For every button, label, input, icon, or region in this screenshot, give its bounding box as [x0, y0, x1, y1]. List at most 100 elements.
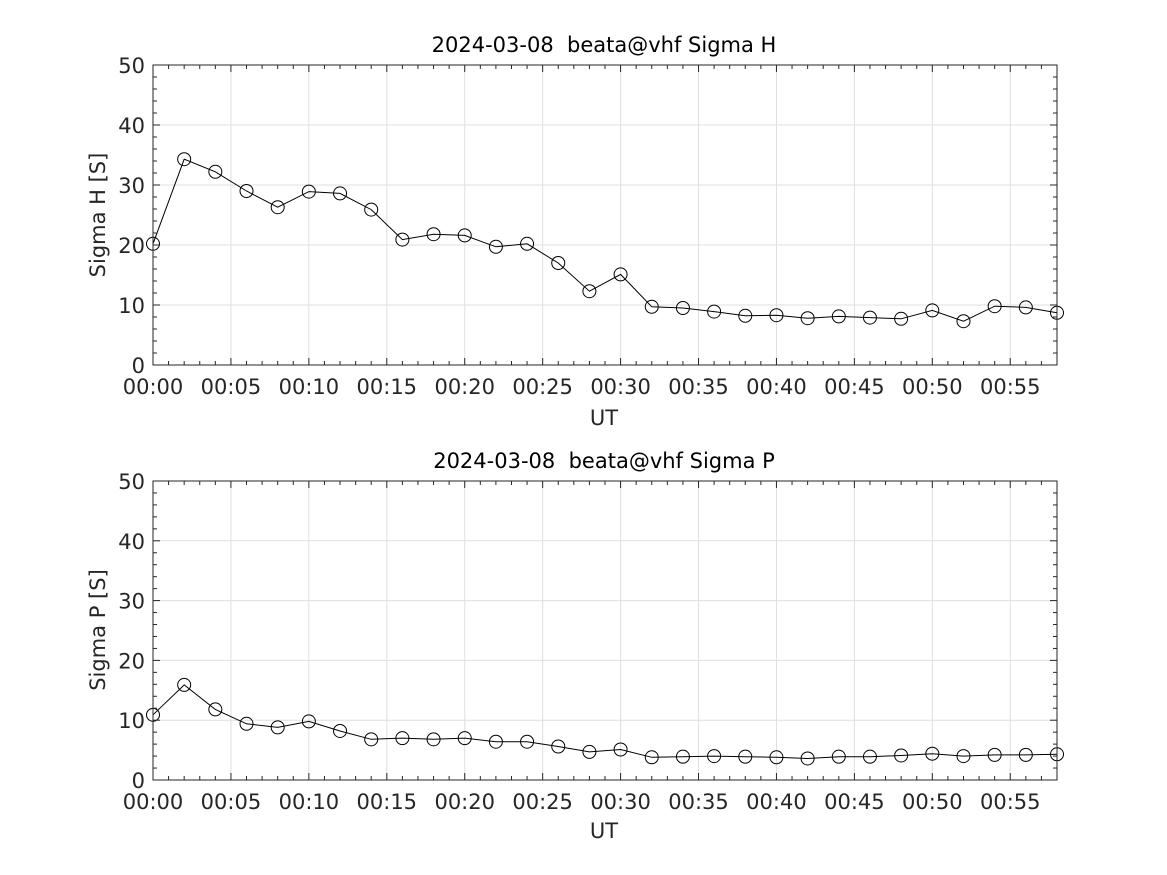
data-point [395, 731, 410, 746]
data-point [239, 716, 254, 731]
data-point [551, 256, 566, 270]
data-point [177, 152, 192, 167]
x-tick-label: 00:50 [902, 375, 963, 399]
data-point [426, 732, 441, 747]
data-point [925, 746, 940, 761]
data-point [395, 232, 410, 247]
y-tick-label: 30 [118, 590, 145, 614]
data-point [426, 227, 441, 242]
data-point [364, 732, 379, 747]
data-point [707, 749, 722, 764]
chart-title: 2024-03-08 beata@vhf Sigma P [433, 449, 775, 473]
tick-marks [152, 64, 1058, 366]
x-tick-label: 00:05 [201, 790, 262, 814]
x-tick-label: 00:10 [279, 790, 340, 814]
data-point [208, 164, 223, 179]
data-point [177, 677, 192, 692]
series [146, 152, 1064, 329]
x-tick-label: 00:20 [434, 790, 495, 814]
x-tick-label: 00:30 [590, 375, 651, 399]
x-tick-label: 00:15 [357, 375, 418, 399]
x-tick-label: 00:30 [590, 790, 651, 814]
data-point [644, 750, 659, 765]
y-axis-label: Sigma H [S] [86, 153, 110, 278]
data-point [301, 184, 316, 199]
x-tick-label: 00:50 [902, 790, 963, 814]
x-tick-labels: 00:00 00:05 00:10 00:15 00:20 00:25 00:30 00:35… [123, 375, 1041, 399]
x-tick-label: 00:15 [357, 790, 418, 814]
data-point [831, 309, 846, 324]
x-axis-label: UT [590, 406, 618, 430]
y-tick-labels: 0 10 20 30 40 50 [118, 470, 145, 793]
sigma-h-panel: 2024-03-08 beata@vhf Sigma H 0 10 20 30 40 50… [86, 33, 1064, 430]
x-tick-label: 00:35 [668, 375, 729, 399]
x-tick-label: 00:00 [123, 790, 184, 814]
grid [153, 65, 1057, 365]
sigma-p-panel: 2024-03-08 beata@vhf Sigma P 0 10 20 30 40 50… [86, 449, 1064, 843]
data-point [675, 749, 690, 764]
tick-marks [152, 480, 1058, 781]
x-tick-label: 00:35 [668, 790, 729, 814]
data-point [613, 267, 628, 282]
y-tick-label: 50 [118, 54, 145, 78]
y-tick-label: 10 [118, 294, 145, 318]
data-point [520, 236, 535, 251]
data-point [270, 720, 285, 735]
data-point [582, 744, 597, 759]
y-tick-label: 10 [118, 709, 145, 733]
data-point [769, 308, 784, 323]
data-point [644, 299, 659, 314]
data-point [1018, 747, 1033, 762]
x-tick-label: 00:20 [434, 375, 495, 399]
x-tick-label: 00:55 [980, 790, 1041, 814]
data-point [707, 304, 722, 319]
series [146, 677, 1064, 766]
x-tick-label: 00:40 [746, 375, 807, 399]
grid [153, 481, 1057, 780]
data-point [987, 299, 1002, 314]
plot-area-frame [152, 480, 1058, 781]
data-point [987, 747, 1002, 762]
data-point [582, 284, 597, 299]
y-tick-label: 0 [132, 354, 145, 378]
x-tick-label: 00:05 [201, 375, 262, 399]
y-tick-label: 20 [118, 234, 145, 258]
series-line [152, 158, 1058, 322]
data-point [301, 714, 316, 729]
data-point [956, 749, 971, 764]
x-axis-label: UT [590, 819, 618, 843]
data-point [333, 186, 348, 201]
data-point [769, 750, 784, 765]
data-point [457, 228, 472, 243]
y-tick-label: 40 [118, 114, 145, 138]
plot-area-frame [152, 64, 1058, 366]
data-point [520, 734, 535, 749]
y-tick-labels: 0 10 20 30 40 50 [118, 54, 145, 378]
x-tick-label: 00:25 [512, 375, 573, 399]
x-tick-labels: 00:00 00:05 00:10 00:15 00:20 00:25 00:30 00:35… [123, 790, 1041, 814]
data-point [956, 314, 971, 329]
x-tick-label: 00:25 [512, 790, 573, 814]
data-point [457, 731, 472, 746]
series-line [152, 684, 1058, 760]
data-point [862, 749, 877, 764]
data-point [800, 751, 815, 766]
data-point [925, 303, 940, 318]
data-point [738, 308, 753, 323]
data-point [208, 702, 223, 717]
x-tick-label: 00:45 [824, 790, 885, 814]
data-point [675, 301, 690, 315]
data-point [800, 311, 815, 326]
data-point [551, 739, 566, 754]
y-tick-label: 0 [132, 769, 145, 793]
x-tick-label: 00:45 [824, 375, 885, 399]
data-point [831, 749, 846, 764]
data-point [239, 184, 254, 198]
y-axis-label: Sigma P [S] [86, 569, 110, 691]
y-tick-label: 20 [118, 649, 145, 673]
y-tick-label: 50 [118, 470, 145, 494]
data-point [1018, 300, 1033, 315]
data-point [488, 734, 503, 749]
x-tick-label: 00:00 [123, 375, 184, 399]
